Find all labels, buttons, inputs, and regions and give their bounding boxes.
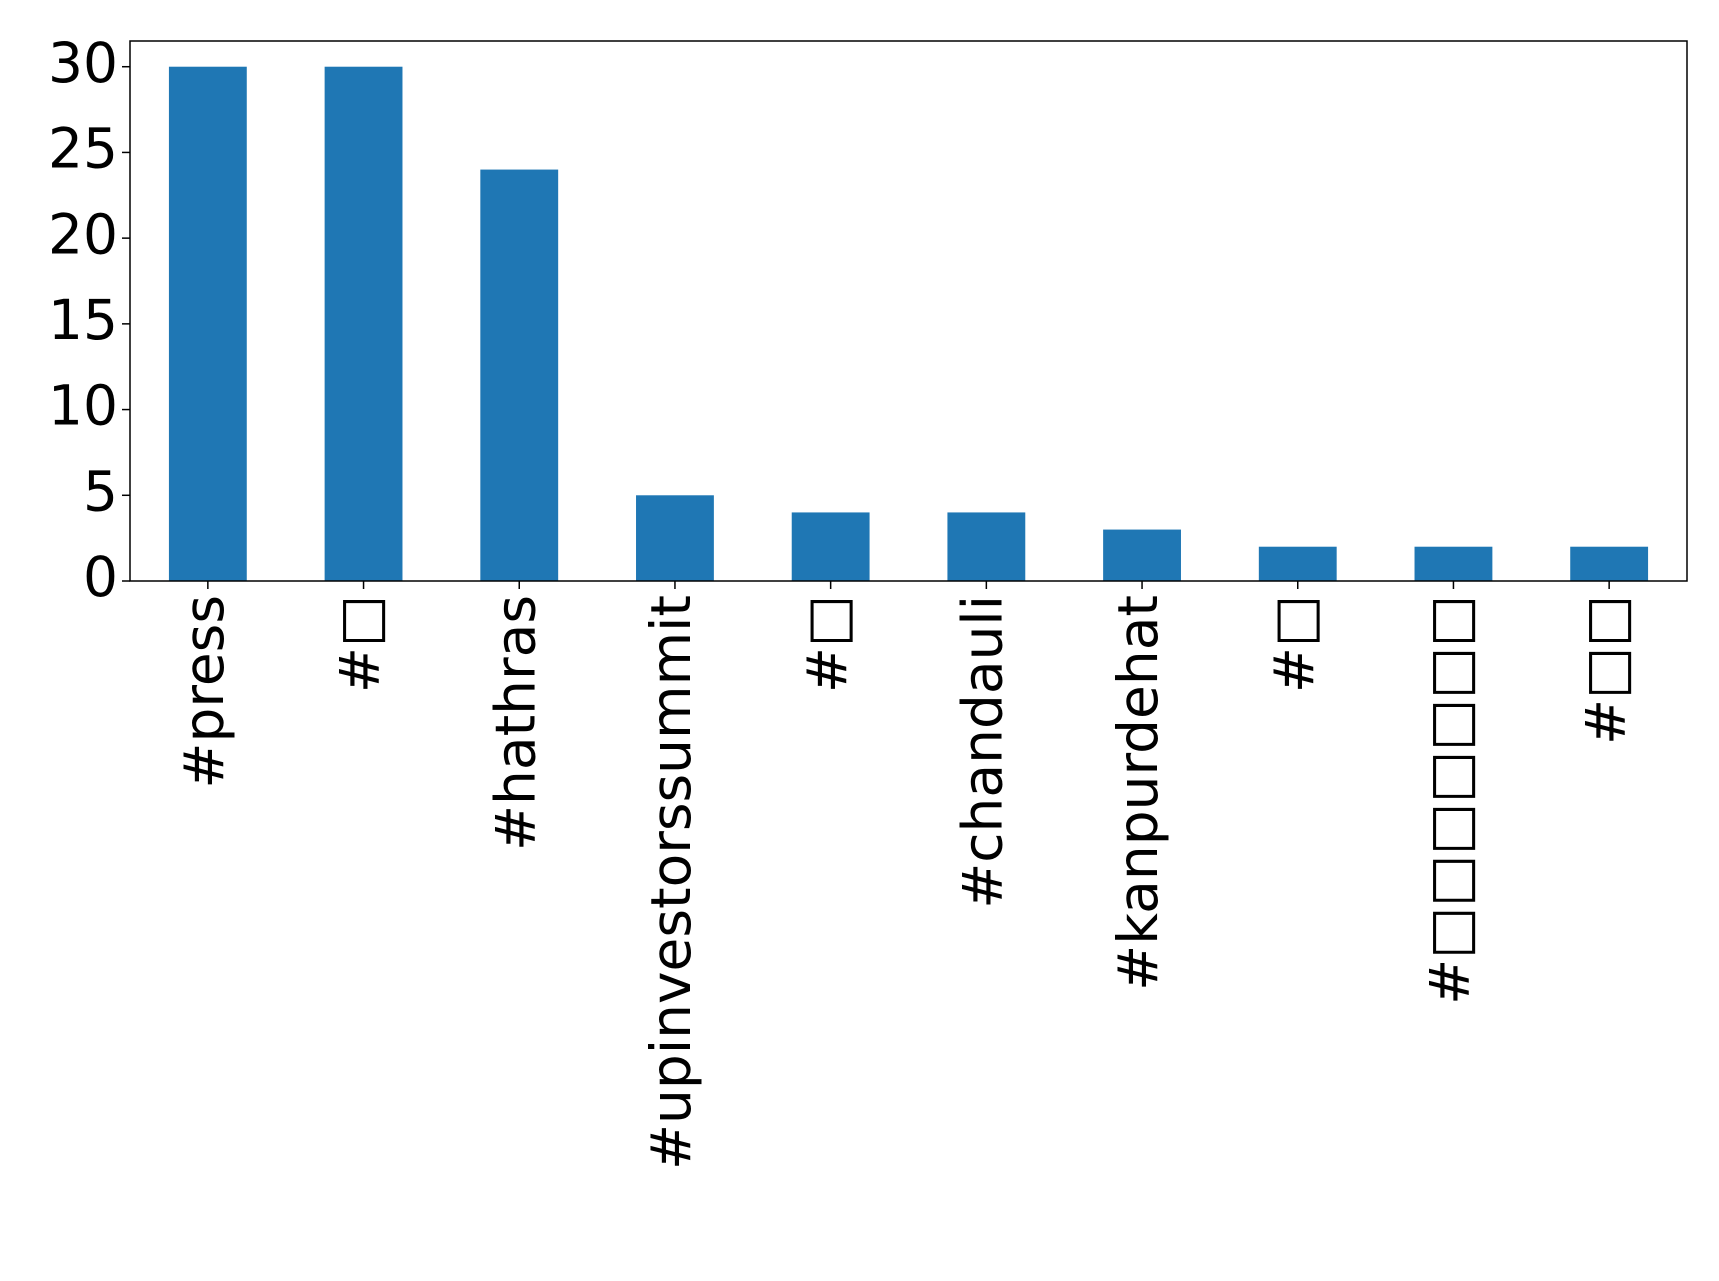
x-tick-label: #□: [795, 595, 859, 693]
x-tick-label: #hathras: [483, 595, 547, 851]
x-tick-label: #press: [172, 595, 236, 789]
x-tick-label: #□□□□□□□: [1418, 595, 1482, 1005]
bar: [480, 169, 559, 582]
y-tick-label: 10: [48, 374, 118, 438]
x-tick-label: #□□: [1573, 595, 1637, 745]
bar: [1258, 546, 1337, 581]
x-tick-label: #upinvestorssummit: [639, 595, 703, 1170]
y-tick-label: 25: [48, 117, 118, 181]
x-tick-label: #kanpurdehat: [1106, 595, 1170, 991]
bar: [791, 512, 870, 581]
y-tick-label: 5: [83, 459, 118, 523]
y-tick-label: 0: [83, 545, 118, 609]
bar: [947, 512, 1026, 581]
x-tick-label: #chandauli: [950, 595, 1014, 909]
bar: [168, 66, 247, 581]
bar: [1103, 529, 1181, 581]
y-tick-label: 15: [48, 288, 118, 352]
bar: [1414, 546, 1493, 581]
bar: [636, 495, 714, 581]
x-tick-label: #□: [328, 595, 392, 693]
x-tick-label: #□: [1262, 595, 1326, 693]
y-tick-label: 30: [48, 31, 118, 95]
bar: [1570, 546, 1649, 581]
y-tick-label: 20: [48, 202, 118, 266]
plot-frame: [129, 40, 1688, 582]
bar: [324, 66, 403, 581]
